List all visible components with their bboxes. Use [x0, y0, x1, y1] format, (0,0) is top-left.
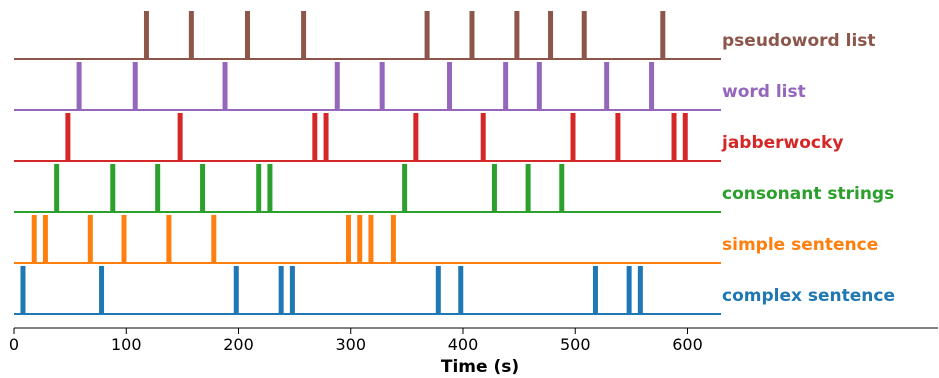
event-mark: [267, 164, 273, 212]
x-axis-title: Time (s): [441, 357, 519, 377]
x-tick-label: 300: [335, 335, 366, 354]
event-mark: [424, 11, 430, 59]
event-mark: [525, 164, 531, 212]
x-axis-ticks: 0 100 200 300 400 500 600: [9, 328, 703, 354]
event-mark: [682, 113, 688, 161]
event-mark: [99, 266, 105, 314]
event-mark: [244, 11, 250, 59]
event-mark: [637, 266, 643, 314]
event-mark: [368, 215, 374, 263]
x-tick-label: 500: [560, 335, 591, 354]
x-tick-label: 600: [672, 335, 703, 354]
series-label: complex sentence: [722, 286, 895, 306]
event-mark: [491, 164, 497, 212]
series-row-complex-sentence: complex sentence: [14, 266, 895, 315]
event-mark: [211, 215, 217, 263]
event-mark: [301, 11, 307, 59]
event-mark: [87, 215, 93, 263]
series-row-pseudoword-list: pseudoword list: [14, 11, 876, 60]
event-mark: [200, 164, 206, 212]
x-tick-label: 400: [448, 335, 479, 354]
event-mark: [390, 215, 396, 263]
event-mark: [143, 11, 149, 59]
event-mark: [480, 113, 486, 161]
series-label: pseudoword list: [722, 31, 876, 51]
event-mark: [559, 164, 565, 212]
event-mark: [20, 266, 26, 314]
event-mark: [323, 113, 329, 161]
event-mark: [155, 164, 161, 212]
event-mark: [76, 62, 82, 110]
series-rows: complex sentence simple sentence consonant…: [14, 11, 895, 315]
series-label: jabberwocky: [721, 133, 843, 153]
event-mark: [121, 215, 127, 263]
event-mark: [503, 62, 509, 110]
event-mark: [379, 62, 385, 110]
series-row-jabberwocky: jabberwocky: [14, 113, 843, 162]
event-mark: [536, 62, 542, 110]
x-tick-label: 200: [223, 335, 254, 354]
event-mark: [54, 164, 60, 212]
event-mark: [604, 62, 610, 110]
event-mark: [615, 113, 621, 161]
event-mark: [346, 215, 352, 263]
event-mark: [256, 164, 262, 212]
event-mark: [188, 11, 194, 59]
event-mark: [31, 215, 37, 263]
event-mark: [233, 266, 239, 314]
event-mark: [660, 11, 666, 59]
event-mark: [278, 266, 284, 314]
series-row-simple-sentence: simple sentence: [14, 215, 878, 264]
event-mark: [110, 164, 116, 212]
event-mark: [222, 62, 228, 110]
series-label: simple sentence: [722, 235, 878, 255]
series-label: word list: [722, 82, 806, 102]
series-label: consonant strings: [722, 184, 894, 204]
event-mark: [65, 113, 71, 161]
event-mark: [671, 113, 677, 161]
event-mark: [312, 113, 318, 161]
event-mark: [402, 164, 408, 212]
event-mark: [357, 215, 363, 263]
event-mark: [177, 113, 183, 161]
event-mark: [435, 266, 441, 314]
event-mark: [132, 62, 138, 110]
event-mark: [413, 113, 419, 161]
series-row-word-list: word list: [14, 62, 806, 111]
event-mark: [626, 266, 632, 314]
event-mark: [514, 11, 520, 59]
event-mark: [334, 62, 340, 110]
event-mark: [42, 215, 48, 263]
event-mark: [469, 11, 475, 59]
event-mark: [447, 62, 453, 110]
event-mark: [548, 11, 554, 59]
event-mark: [458, 266, 464, 314]
event-mark: [166, 215, 172, 263]
x-tick-label: 0: [9, 335, 19, 354]
x-tick-label: 100: [111, 335, 142, 354]
event-mark: [289, 266, 295, 314]
event-mark: [570, 113, 576, 161]
event-mark: [581, 11, 587, 59]
event-mark: [649, 62, 655, 110]
series-row-consonant-strings: consonant strings: [14, 164, 894, 213]
event-mark: [592, 266, 598, 314]
